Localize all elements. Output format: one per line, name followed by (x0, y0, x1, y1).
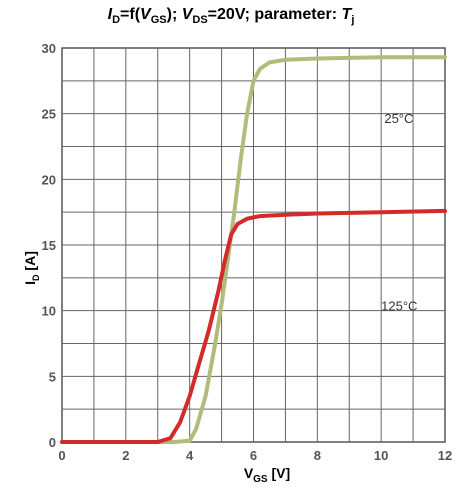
x-tick-label: 4 (186, 448, 194, 463)
annotation-25c: 25°C (384, 111, 413, 126)
x-axis-label: VGS [V] (243, 465, 291, 485)
series-group (60, 55, 447, 444)
annotations: 25°C 125°C (381, 111, 417, 314)
y-tick-label: 20 (42, 172, 56, 187)
x-tick-label: 8 (314, 448, 321, 463)
y-tick-label: 10 (42, 304, 56, 319)
y-tick-label: 0 (49, 435, 56, 450)
chart-title: ID=f(VGS); VDS=20V; parameter: Tj (107, 6, 355, 27)
y-tick-label: 15 (42, 238, 56, 253)
annotation-125c: 125°C (381, 299, 417, 314)
series-line-25c (60, 55, 447, 444)
x-tick-label: 6 (250, 448, 257, 463)
y-axis-label: ID [A] (22, 251, 41, 285)
y-tick-label: 30 (42, 41, 56, 56)
series-line-125c (60, 208, 447, 444)
x-tick-label: 12 (438, 448, 452, 463)
y-tick-label: 25 (42, 107, 56, 122)
x-tick-label: 0 (58, 448, 65, 463)
y-tick-label: 5 (49, 369, 56, 384)
grid (62, 48, 445, 442)
x-ticks: 0 2 4 6 8 10 12 (58, 448, 452, 463)
x-tick-label: 2 (122, 448, 129, 463)
x-tick-label: 10 (374, 448, 388, 463)
y-ticks: 0 5 10 15 20 25 30 (42, 41, 56, 450)
